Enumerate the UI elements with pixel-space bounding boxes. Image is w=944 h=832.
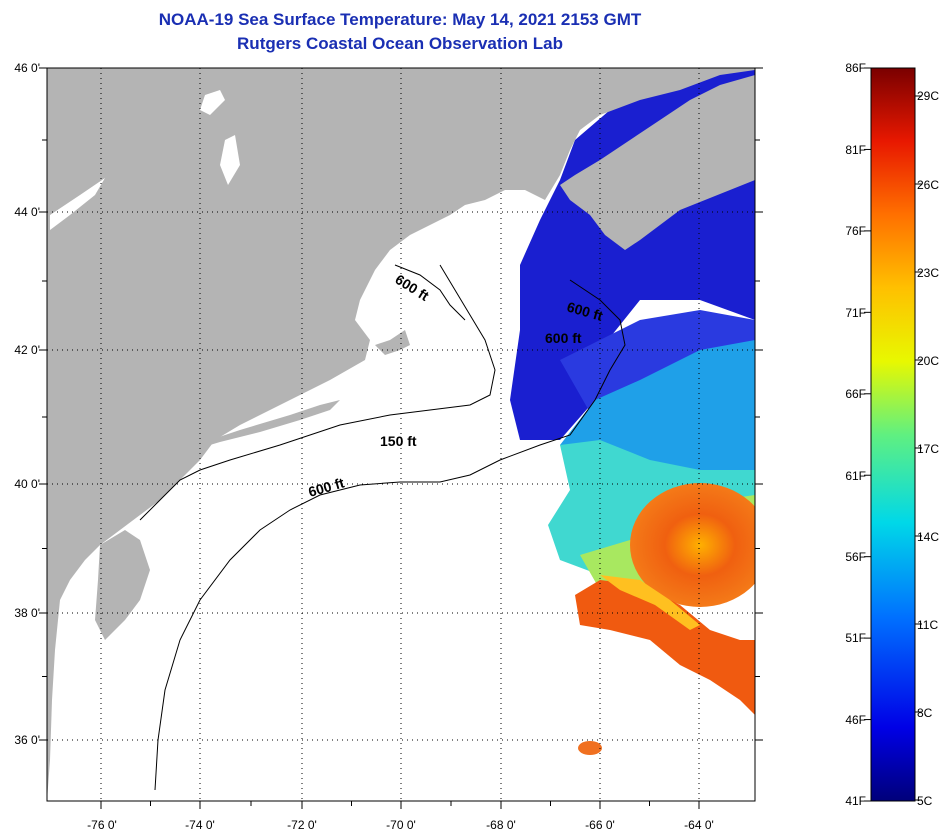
contour-150ft — [139, 264, 496, 521]
land-nova-scotia — [560, 75, 755, 250]
colorbar-f-label: 66F — [845, 387, 866, 401]
lon-label: -70 0' — [386, 818, 416, 832]
contour-label-150: 150 ft — [380, 433, 417, 449]
lake — [220, 135, 240, 185]
map-title: NOAA-19 Sea Surface Temperature: May 14,… — [158, 10, 642, 29]
map-grid — [39, 67, 922, 809]
sst-gulf-stream — [575, 580, 755, 715]
lat-label: 38 0' — [14, 606, 40, 620]
lon-label: -76 0' — [87, 818, 117, 832]
colorbar-c-label: 5C — [917, 794, 933, 808]
colorbar-f-label: 76F — [845, 224, 866, 238]
colorbar-c-label: 17C — [917, 442, 940, 456]
lat-label: 46 0' — [14, 61, 40, 75]
contour-600ft-gulf — [394, 264, 466, 321]
colorbar — [870, 67, 916, 802]
lon-label: -68 0' — [486, 818, 516, 832]
colorbar-c-label: 29C — [917, 89, 940, 103]
colorbar-c-label: 20C — [917, 354, 940, 368]
sst-gulf-stream-core — [600, 575, 700, 630]
lon-label: -72 0' — [287, 818, 317, 832]
colorbar-c-label: 14C — [917, 530, 940, 544]
lake — [200, 90, 225, 115]
colorbar-f-label: 41F — [845, 794, 866, 808]
lat-label: 42 0' — [14, 343, 40, 357]
sst-warm-eddy — [630, 483, 755, 607]
colorbar-f-label: 71F — [845, 306, 866, 320]
lon-label: -74 0' — [185, 818, 215, 832]
colorbar-f-label: 61F — [845, 469, 866, 483]
contour-label-600-shelf: 600 ft — [306, 474, 346, 500]
colorbar-f-label: 46F — [845, 713, 866, 727]
lat-label: 36 0' — [14, 733, 40, 747]
colorbar-c-label: 11C — [917, 618, 939, 632]
sst-small-eddy — [578, 741, 602, 755]
map-subtitle: Rutgers Coastal Ocean Observation Lab — [237, 34, 563, 53]
map-frame — [46, 67, 756, 802]
contour-600ft-shelf — [154, 279, 626, 791]
colorbar-f-label: 81F — [845, 143, 866, 157]
lon-label: -64 0' — [684, 818, 714, 832]
contour-label-600-georges: 600 ft — [545, 330, 582, 346]
lake — [50, 178, 105, 230]
colorbar-c-label: 8C — [917, 706, 933, 720]
colorbar-f-label: 51F — [845, 631, 866, 645]
lat-label: 44 0' — [14, 205, 40, 219]
contour-label-600-gulf: 600 ft — [392, 271, 432, 304]
colorbar-f-label: 56F — [845, 550, 866, 564]
lon-label: -66 0' — [585, 818, 615, 832]
colorbar-c-label: 26C — [917, 178, 940, 192]
lat-label: 40 0' — [14, 477, 40, 491]
colorbar-f-label: 86F — [845, 61, 866, 75]
land-long-island — [195, 400, 340, 448]
colorbar-c-label: 23C — [917, 266, 940, 280]
land-delmarva — [95, 530, 150, 640]
land-north — [47, 68, 755, 801]
land-cape-cod — [375, 330, 410, 355]
